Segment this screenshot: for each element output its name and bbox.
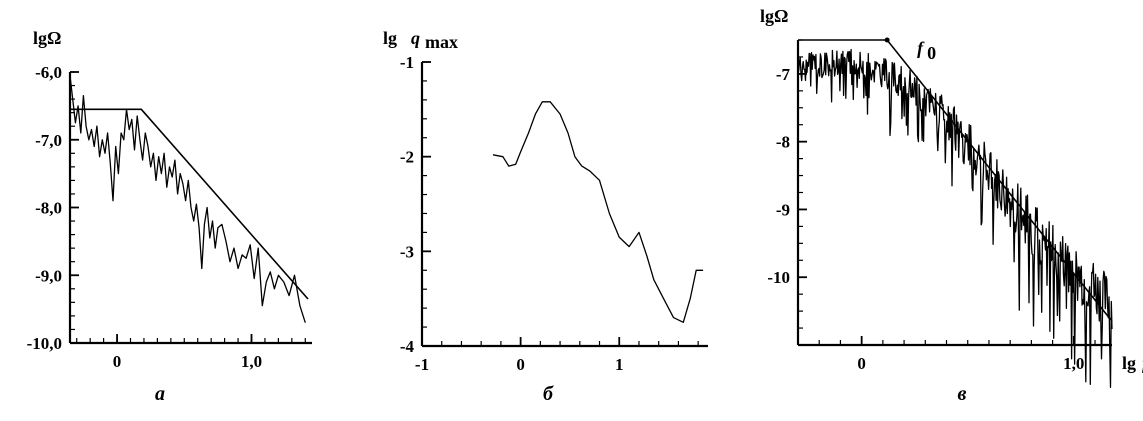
y-axis-label: lgΩ — [760, 6, 788, 26]
y-tick-label: -7,0 — [35, 131, 62, 150]
y-axis-label: lg — [383, 28, 397, 48]
y-tick-label: -3 — [400, 242, 414, 261]
y-tick-label: -8 — [776, 133, 790, 152]
panel-letter: в — [958, 383, 967, 405]
y-tick-label: -9,0 — [35, 266, 62, 285]
f0-point — [884, 37, 890, 43]
y-axis-label: lgΩ — [33, 28, 61, 48]
y-axis-label-sub: max — [425, 32, 458, 52]
series-spectrum-line — [797, 48, 1113, 388]
y-tick-label: -6,0 — [35, 63, 62, 82]
panel-letter: б — [543, 383, 554, 405]
series-spectrum-line — [69, 75, 306, 323]
y-tick-label: -2 — [400, 148, 414, 167]
series-fit-line — [70, 108, 309, 300]
x-tick-label: -1 — [415, 355, 429, 374]
y-tick-label: -1 — [400, 53, 414, 72]
y-tick-label: -9 — [776, 200, 790, 219]
x-axis-label: lg — [1122, 353, 1136, 373]
y-tick-label: -8,0 — [35, 199, 62, 218]
x-tick-label: 0 — [857, 354, 866, 373]
y-axis-label-var: q — [411, 28, 420, 48]
x-tick-label: 1,0 — [1063, 354, 1084, 373]
panel-letter: а — [155, 383, 165, 405]
y-tick-label: -10,0 — [27, 334, 62, 353]
y-tick-label: -10 — [767, 268, 790, 287]
y-tick-label: -7 — [776, 65, 791, 84]
y-tick-label: -4 — [400, 337, 415, 356]
series-curve-line — [492, 101, 704, 323]
x-tick-label: 1 — [615, 355, 624, 374]
f0-annotation-sub: 0 — [927, 43, 936, 63]
x-tick-label: 1,0 — [241, 352, 262, 371]
x-tick-label: 0 — [516, 355, 525, 374]
f0-annotation: f — [917, 38, 925, 58]
x-tick-label: 0 — [113, 352, 122, 371]
